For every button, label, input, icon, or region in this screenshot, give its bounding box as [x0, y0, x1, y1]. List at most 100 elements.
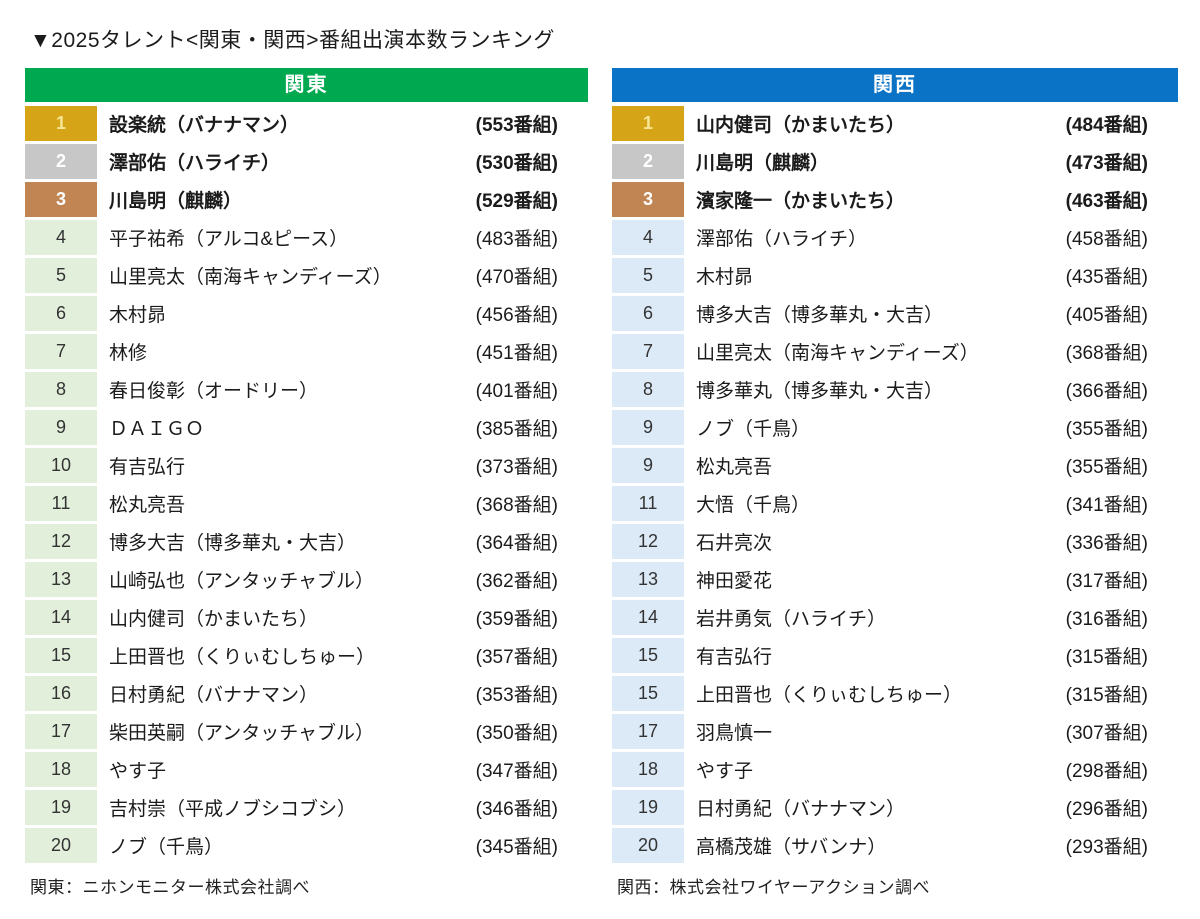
kansai-header: 関西	[612, 68, 1178, 102]
rank-cell: 5	[612, 258, 684, 293]
talent-name: 山内健司（かまいたち）	[696, 115, 906, 136]
rank-cell: 16	[25, 676, 97, 711]
program-count: (368番組)	[1065, 343, 1148, 364]
rank-cell: 17	[25, 714, 97, 749]
kanto-table: 関東 1 設楽統（バナナマン） (553番組) 2 澤部佑（ハライチ） (530番組) 3 川…	[25, 68, 588, 898]
talent-name: 平子祐希（アルコ&ピース）	[109, 229, 349, 250]
table-row: 7 林修 (451番組)	[25, 334, 588, 369]
program-count: (553番組)	[475, 115, 558, 136]
talent-name: 川島明（麒麟）	[109, 191, 243, 212]
program-count: (470番組)	[475, 267, 558, 288]
program-count: (484番組)	[1065, 115, 1148, 136]
program-count: (341番組)	[1065, 495, 1148, 516]
talent-name: 神田愛花	[696, 571, 773, 592]
table-row: 2 川島明（麒麟） (473番組)	[612, 144, 1178, 179]
talent-name: 春日俊彰（オードリー）	[109, 381, 319, 402]
talent-name: 博多大吉（博多華丸・大吉）	[696, 305, 944, 326]
program-count: (373番組)	[475, 457, 558, 478]
program-count: (473番組)	[1065, 153, 1148, 174]
rank-cell: 4	[612, 220, 684, 255]
kansai-table: 関西 1 山内健司（かまいたち） (484番組) 2 川島明（麒麟） (473番組) 3 濱家…	[612, 68, 1178, 898]
rank-cell: 7	[25, 334, 97, 369]
table-row: 9 松丸亮吾 (355番組)	[612, 448, 1178, 483]
program-count: (317番組)	[1065, 571, 1148, 592]
table-row: 2 澤部佑（ハライチ） (530番組)	[25, 144, 588, 179]
table-row: 6 木村昴 (456番組)	[25, 296, 588, 331]
talent-name: 有吉弘行	[696, 647, 773, 668]
page-title: ▼2025タレント<関東・関西>番組出演本数ランキング	[30, 29, 555, 52]
rank-cell: 17	[612, 714, 684, 749]
rank-cell: 18	[25, 752, 97, 787]
talent-name: 川島明（麒麟）	[696, 153, 830, 174]
program-count: (463番組)	[1065, 191, 1148, 212]
table-row: 11 大悟（千鳥） (341番組)	[612, 486, 1178, 521]
kansai-rows: 1 山内健司（かまいたち） (484番組) 2 川島明（麒麟） (473番組) 3 濱家隆一（…	[612, 106, 1178, 863]
table-row: 17 柴田英嗣（アンタッチャブル） (350番組)	[25, 714, 588, 749]
table-row: 12 博多大吉（博多華丸・大吉） (364番組)	[25, 524, 588, 559]
talent-name: 羽鳥慎一	[696, 723, 773, 744]
program-count: (456番組)	[475, 305, 558, 326]
talent-name: 澤部佑（ハライチ）	[696, 229, 868, 250]
program-count: (385番組)	[475, 419, 558, 440]
program-count: (296番組)	[1065, 799, 1148, 820]
table-row: 16 日村勇紀（バナナマン） (353番組)	[25, 676, 588, 711]
talent-name: 木村昴	[696, 267, 754, 288]
program-count: (347番組)	[475, 761, 558, 782]
table-row: 14 山内健司（かまいたち） (359番組)	[25, 600, 588, 635]
rank-cell: 8	[612, 372, 684, 407]
program-count: (355番組)	[1065, 457, 1148, 478]
kanto-header: 関東	[25, 68, 588, 102]
table-row: 9 ノブ（千鳥） (355番組)	[612, 410, 1178, 445]
table-row: 3 川島明（麒麟） (529番組)	[25, 182, 588, 217]
table-row: 7 山里亮太（南海キャンディーズ） (368番組)	[612, 334, 1178, 369]
program-count: (401番組)	[475, 381, 558, 402]
table-row: 5 山里亮太（南海キャンディーズ） (470番組)	[25, 258, 588, 293]
program-count: (529番組)	[475, 191, 558, 212]
talent-name: 日村勇紀（バナナマン）	[696, 799, 906, 820]
table-row: 13 山崎弘也（アンタッチャブル） (362番組)	[25, 562, 588, 597]
talent-name: ノブ（千鳥）	[696, 419, 811, 440]
table-row: 6 博多大吉（博多華丸・大吉） (405番組)	[612, 296, 1178, 331]
rank-cell: 19	[612, 790, 684, 825]
rank-cell: 11	[612, 486, 684, 521]
rank-cell: 15	[612, 676, 684, 711]
program-count: (298番組)	[1065, 761, 1148, 782]
program-count: (366番組)	[1065, 381, 1148, 402]
kanto-rows: 1 設楽統（バナナマン） (553番組) 2 澤部佑（ハライチ） (530番組) 3 川島明（…	[25, 106, 588, 863]
talent-name: 山崎弘也（アンタッチャブル）	[109, 571, 375, 592]
table-row: 1 山内健司（かまいたち） (484番組)	[612, 106, 1178, 141]
rank-cell: 5	[25, 258, 97, 293]
talent-name: 博多大吉（博多華丸・大吉）	[109, 533, 357, 554]
rank-cell: 6	[612, 296, 684, 331]
rank-cell: 19	[25, 790, 97, 825]
table-row: 8 博多華丸（博多華丸・大吉） (366番組)	[612, 372, 1178, 407]
program-count: (345番組)	[475, 837, 558, 858]
table-row: 1 設楽統（バナナマン） (553番組)	[25, 106, 588, 141]
program-count: (353番組)	[475, 685, 558, 706]
rank-cell: 9	[612, 448, 684, 483]
program-count: (458番組)	[1065, 229, 1148, 250]
talent-name: やす子	[109, 761, 167, 782]
talent-name: 林修	[109, 343, 148, 364]
rank-cell: 1	[25, 106, 97, 141]
program-count: (336番組)	[1065, 533, 1148, 554]
talent-name: 博多華丸（博多華丸・大吉）	[696, 381, 944, 402]
rank-cell: 4	[25, 220, 97, 255]
program-count: (530番組)	[475, 153, 558, 174]
talent-name: 上田晋也（くりぃむしちゅー）	[109, 647, 376, 668]
program-count: (293番組)	[1065, 837, 1148, 858]
rank-cell: 2	[25, 144, 97, 179]
rank-cell: 20	[25, 828, 97, 863]
table-row: 20 ノブ（千鳥） (345番組)	[25, 828, 588, 863]
table-row: 9 ＤＡＩＧＯ (385番組)	[25, 410, 588, 445]
talent-name: 松丸亮吾	[696, 457, 773, 478]
table-row: 10 有吉弘行 (373番組)	[25, 448, 588, 483]
talent-name: 設楽統（バナナマン）	[109, 115, 300, 136]
talent-name: 柴田英嗣（アンタッチャブル）	[109, 723, 375, 744]
rank-cell: 7	[612, 334, 684, 369]
rank-cell: 14	[25, 600, 97, 635]
kanto-source-note: 関東：ニホンモニター株式会社調べ	[30, 878, 310, 897]
table-row: 8 春日俊彰（オードリー） (401番組)	[25, 372, 588, 407]
program-count: (359番組)	[475, 609, 558, 630]
rank-cell: 18	[612, 752, 684, 787]
